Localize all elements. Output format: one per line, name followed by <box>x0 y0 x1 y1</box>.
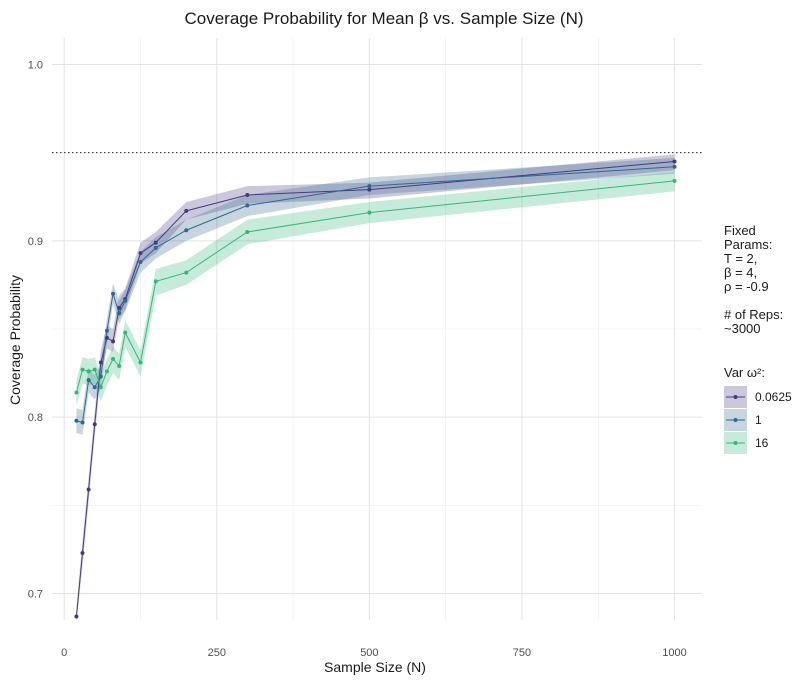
point-series-1 <box>153 245 158 250</box>
confidence-bands <box>76 154 675 624</box>
point-series-2 <box>672 178 677 183</box>
legend-key-label: 0.0625 <box>755 390 792 404</box>
point-series-1 <box>672 164 677 169</box>
point-series-0 <box>672 159 677 164</box>
point-series-2 <box>184 270 189 275</box>
band-series-2 <box>76 172 675 407</box>
point-series-0 <box>80 550 85 555</box>
y-tick-label: 0.7 <box>28 589 43 601</box>
y-tick-label: 0.8 <box>28 412 43 424</box>
legend-key-point <box>733 441 738 445</box>
point-series-0 <box>367 187 372 192</box>
y-axis-title: Coverage Probability <box>7 275 23 405</box>
point-series-1 <box>138 259 143 264</box>
legend-note-line: Fixed <box>724 223 756 238</box>
legend-key-label: 1 <box>755 413 762 427</box>
legend-title: Var ω²: <box>724 365 765 380</box>
point-series-2 <box>245 230 250 234</box>
legend-note-line: β = 4, <box>724 265 757 280</box>
point-series-1 <box>111 291 116 296</box>
grid <box>52 38 702 620</box>
series-points <box>74 159 677 619</box>
point-series-1 <box>92 385 97 390</box>
legend-note-line: Params: <box>724 237 772 252</box>
point-series-1 <box>74 418 79 423</box>
x-tick-label: 0 <box>61 647 67 659</box>
point-series-2 <box>92 367 97 372</box>
point-series-1 <box>104 328 109 333</box>
band-series-0 <box>76 154 675 624</box>
point-series-2 <box>117 364 122 369</box>
point-series-0 <box>153 240 158 245</box>
x-tick-label: 500 <box>360 647 378 659</box>
y-tick-labels: 0.7 0.8 0.9 1.0 <box>28 59 43 600</box>
point-series-0 <box>245 192 250 197</box>
legend-key-label: 16 <box>755 436 769 450</box>
point-series-0 <box>184 208 189 213</box>
legend-note-line: T = 2, <box>724 251 757 266</box>
legend-note-line <box>724 293 728 308</box>
point-series-2 <box>98 385 103 390</box>
x-axis-title: Sample Size (N) <box>324 659 426 675</box>
legend-note-line: ρ = -0.9 <box>724 279 769 294</box>
point-series-1 <box>98 374 103 379</box>
point-series-2 <box>74 390 79 395</box>
legend-note: Fixed Params: T = 2, β = 4, ρ = -0.9 # of Re… <box>724 223 783 336</box>
point-series-0 <box>138 251 143 256</box>
legend: Fixed Params: T = 2, β = 4, ρ = -0.9 # of Re… <box>724 223 792 454</box>
point-series-2 <box>138 360 143 365</box>
y-tick-label: 1.0 <box>28 59 43 71</box>
point-series-1 <box>86 378 91 383</box>
point-series-2 <box>86 369 91 374</box>
point-series-0 <box>104 335 109 340</box>
x-tick-label: 750 <box>513 647 531 659</box>
legend-note-line: # of Reps: <box>724 307 783 322</box>
point-series-0 <box>117 305 122 310</box>
point-series-2 <box>153 279 158 284</box>
chart-title: Coverage Probability for Mean β vs. Samp… <box>184 9 583 28</box>
point-series-2 <box>104 369 109 374</box>
legend-note-line: ~3000 <box>724 321 761 336</box>
point-series-1 <box>117 311 122 316</box>
point-series-2 <box>111 356 116 361</box>
point-series-0 <box>74 614 79 619</box>
legend-keys: 0.0625 1 16 <box>724 386 792 454</box>
point-series-1 <box>367 184 372 189</box>
point-series-0 <box>111 339 116 344</box>
point-series-0 <box>98 360 103 365</box>
legend-key-point <box>733 418 738 422</box>
point-series-2 <box>123 330 128 335</box>
x-tick-label: 250 <box>208 647 226 659</box>
point-series-1 <box>80 420 85 425</box>
point-series-1 <box>184 228 189 233</box>
point-series-1 <box>123 298 128 303</box>
point-series-0 <box>92 422 97 427</box>
point-series-1 <box>245 203 250 208</box>
x-tick-labels: 0 250 500 750 1000 <box>61 647 687 659</box>
y-tick-label: 0.9 <box>28 236 43 248</box>
point-series-2 <box>367 210 372 215</box>
point-series-2 <box>80 367 85 372</box>
legend-key-point <box>733 395 738 399</box>
point-series-0 <box>86 487 91 492</box>
x-tick-label: 1000 <box>662 647 686 659</box>
